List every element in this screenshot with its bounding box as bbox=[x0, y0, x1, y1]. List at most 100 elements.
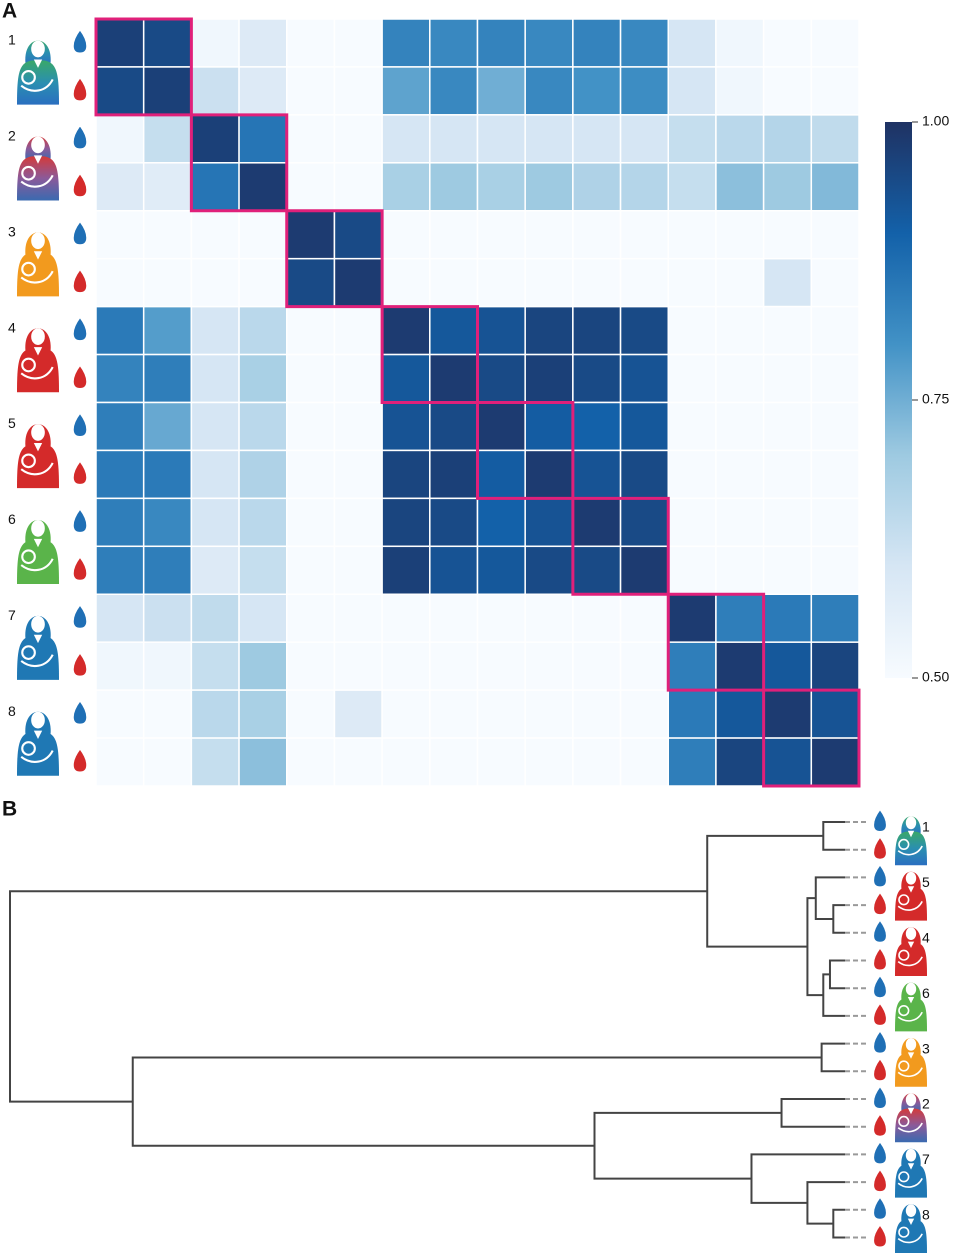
heatmap-cell bbox=[667, 305, 717, 356]
heatmap-cell bbox=[190, 162, 240, 212]
heatmap-cell bbox=[619, 449, 669, 500]
heatmap-cell bbox=[524, 545, 574, 595]
heatmap-cell bbox=[286, 353, 336, 404]
heatmap-cell bbox=[762, 305, 813, 356]
baby-arm bbox=[897, 956, 923, 967]
heatmap-cell bbox=[715, 737, 765, 787]
baby-head bbox=[898, 1171, 910, 1183]
heatmap-cell bbox=[762, 641, 813, 691]
heatmap-cell bbox=[619, 162, 669, 212]
heatmap-cell bbox=[810, 18, 860, 68]
baby-arm bbox=[20, 174, 54, 188]
mother-face bbox=[905, 982, 917, 996]
mother-icon bbox=[17, 615, 59, 680]
heatmap-cell bbox=[190, 689, 240, 739]
heatmap-cell bbox=[524, 737, 574, 787]
drop-icon bbox=[72, 748, 88, 773]
dendrogram-link bbox=[780, 1098, 845, 1128]
heatmap-cell bbox=[715, 114, 765, 164]
heatmap-cell bbox=[333, 162, 383, 212]
drop-icon bbox=[72, 172, 88, 198]
heatmap-cell bbox=[810, 210, 860, 260]
heatmap-cell bbox=[715, 66, 765, 116]
heatmap-cell bbox=[429, 257, 479, 308]
heatmap-cell bbox=[476, 497, 526, 548]
heatmap-cell bbox=[142, 737, 193, 787]
heatmap-cell bbox=[142, 305, 193, 356]
heatmap-cell bbox=[381, 641, 431, 691]
heatmap-cell bbox=[190, 497, 240, 548]
dendrogram-link bbox=[828, 959, 845, 990]
heatmap-cell bbox=[142, 210, 193, 260]
heatmap-cell bbox=[142, 689, 193, 739]
mother-neck bbox=[33, 251, 43, 260]
heatmap-cell bbox=[715, 353, 765, 404]
leaf-label: 6 bbox=[922, 985, 930, 1001]
heatmap-cell bbox=[572, 689, 622, 739]
heatmap-cell bbox=[381, 737, 431, 787]
heatmap-cell bbox=[524, 449, 574, 500]
heatmap-cell bbox=[190, 210, 240, 260]
heatmap-cell bbox=[286, 18, 336, 68]
row-label: 6 bbox=[8, 511, 16, 527]
heatmap-cell bbox=[619, 66, 669, 116]
row-label: 1 bbox=[8, 32, 16, 48]
heatmap-cell bbox=[476, 593, 526, 643]
heatmap-cell bbox=[286, 257, 336, 308]
heatmap-cell bbox=[333, 497, 383, 548]
dendrogram-link bbox=[822, 973, 845, 1017]
heatmap-cell bbox=[381, 18, 431, 68]
heatmap-cell bbox=[429, 449, 479, 500]
block-outline bbox=[762, 688, 861, 788]
heatmap-cell bbox=[142, 641, 193, 691]
heatmap-cell bbox=[238, 257, 288, 308]
drop-icon bbox=[72, 556, 88, 581]
drop-icon bbox=[873, 1168, 887, 1193]
heatmap-cell bbox=[810, 114, 860, 164]
heatmap-cell bbox=[286, 449, 336, 500]
baby-head bbox=[21, 645, 36, 660]
mother-neck bbox=[33, 538, 43, 548]
heatmap-cell bbox=[142, 401, 193, 452]
heatmap-cell bbox=[476, 641, 526, 691]
heatmap-cell bbox=[286, 66, 336, 116]
heatmap-cell bbox=[619, 593, 669, 643]
drop-icon bbox=[873, 919, 887, 943]
heatmap-cell bbox=[238, 305, 288, 356]
mother-neck bbox=[33, 634, 43, 644]
heatmap-cell bbox=[95, 162, 145, 212]
mother-icon bbox=[895, 871, 927, 921]
mother-neck bbox=[33, 730, 43, 740]
baby-arm bbox=[897, 1011, 923, 1022]
mother-neck bbox=[907, 1163, 915, 1170]
mother-neck bbox=[907, 1218, 915, 1225]
baby-head bbox=[21, 453, 36, 469]
heatmap-cell bbox=[142, 114, 193, 164]
drop-icon bbox=[72, 220, 88, 246]
mother-neck bbox=[907, 830, 915, 838]
heatmap-cell bbox=[619, 497, 669, 548]
heatmap-cell bbox=[238, 641, 288, 691]
heatmap-cell bbox=[667, 593, 717, 643]
heatmap-cell bbox=[190, 114, 240, 164]
baby-head bbox=[898, 838, 910, 851]
heatmap-cell bbox=[429, 162, 479, 212]
mother-face bbox=[31, 615, 45, 633]
heatmap-cell bbox=[810, 401, 860, 452]
dendrogram-link bbox=[706, 834, 824, 948]
heatmap-cell bbox=[95, 497, 145, 548]
heatmap-cell bbox=[524, 353, 574, 404]
heatmap-cell bbox=[238, 18, 288, 68]
heatmap-cell bbox=[619, 210, 669, 260]
heatmap-cell bbox=[429, 593, 479, 643]
heatmap-cell bbox=[142, 162, 193, 212]
baby-head bbox=[21, 741, 36, 756]
drop-icon bbox=[873, 1058, 887, 1082]
block-outline bbox=[380, 305, 479, 404]
heatmap-cell bbox=[476, 114, 526, 164]
heatmap-cell bbox=[715, 689, 765, 739]
heatmap-cell bbox=[190, 401, 240, 452]
dendrogram-link bbox=[131, 1056, 822, 1147]
heatmap-cell bbox=[95, 305, 145, 356]
block-outline bbox=[94, 17, 193, 117]
